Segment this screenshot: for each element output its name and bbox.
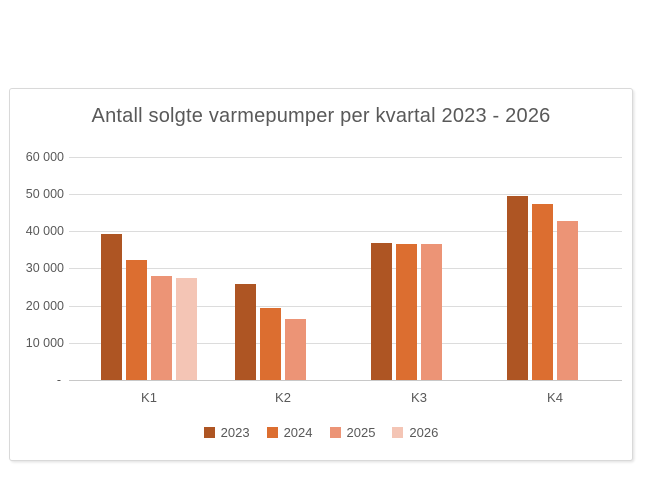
- y-axis-tick-label: 20 000: [25, 298, 64, 313]
- legend-label-2023: 2023: [220, 425, 250, 440]
- legend-item-2025: 2025: [329, 425, 376, 440]
- x-axis-line: [69, 380, 622, 381]
- bar-2025-k4: [557, 220, 578, 380]
- legend-label-2024: 2024: [283, 425, 313, 440]
- y-axis-tick-label: 30 000: [25, 261, 64, 276]
- legend-swatch-2025: [329, 427, 341, 438]
- legend-label-2026: 2026: [409, 425, 439, 440]
- x-axis-label-k1: K1: [141, 390, 157, 405]
- chart-panel[interactable]: Antall solgte varmepumper per kvartal 20…: [9, 88, 633, 461]
- gridline: [69, 268, 622, 270]
- legend: 2023 2024 2025 2026: [10, 426, 632, 439]
- gridline: [69, 305, 622, 307]
- bar-2023-k3: [371, 242, 392, 380]
- bar-2024-k4: [532, 203, 553, 380]
- legend-label-2025: 2025: [346, 425, 376, 440]
- y-axis-tick-label: 10 000: [25, 335, 64, 350]
- legend-item-2023: 2023: [203, 425, 250, 440]
- legend-swatch-2024: [266, 427, 278, 438]
- x-axis-label-k4: K4: [547, 390, 563, 405]
- bar-2024-k2: [260, 308, 281, 380]
- x-axis-label-k3: K3: [411, 390, 427, 405]
- bar-2025-k1: [151, 276, 172, 380]
- bar-2023-k4: [507, 195, 528, 380]
- gridline: [69, 231, 622, 232]
- legend-swatch-2026: [392, 427, 404, 438]
- gridline: [69, 156, 622, 158]
- bar-2025-k3: [421, 244, 442, 380]
- bar-2023-k2: [235, 283, 256, 380]
- bar-2025-k2: [285, 318, 306, 380]
- x-axis-label-k2: K2: [275, 390, 291, 405]
- y-axis-tick-label: 60 000: [25, 149, 64, 164]
- chart-title: Antall solgte varmepumper per kvartal 20…: [91, 105, 551, 127]
- bar-2026-k1: [176, 278, 197, 380]
- y-axis-tick-label: -: [56, 373, 61, 387]
- bar-2024-k3: [396, 244, 417, 380]
- bar-2023-k1: [101, 233, 122, 380]
- legend-swatch-2023: [203, 427, 215, 438]
- legend-item-2024: 2024: [266, 425, 313, 440]
- legend-item-2026: 2026: [392, 426, 438, 439]
- gridline: [69, 342, 622, 344]
- bar-2024-k1: [126, 260, 147, 380]
- gridline: [69, 193, 622, 195]
- y-axis-tick-label: 50 000: [25, 186, 64, 201]
- y-axis-tick-label: 40 000: [25, 224, 64, 238]
